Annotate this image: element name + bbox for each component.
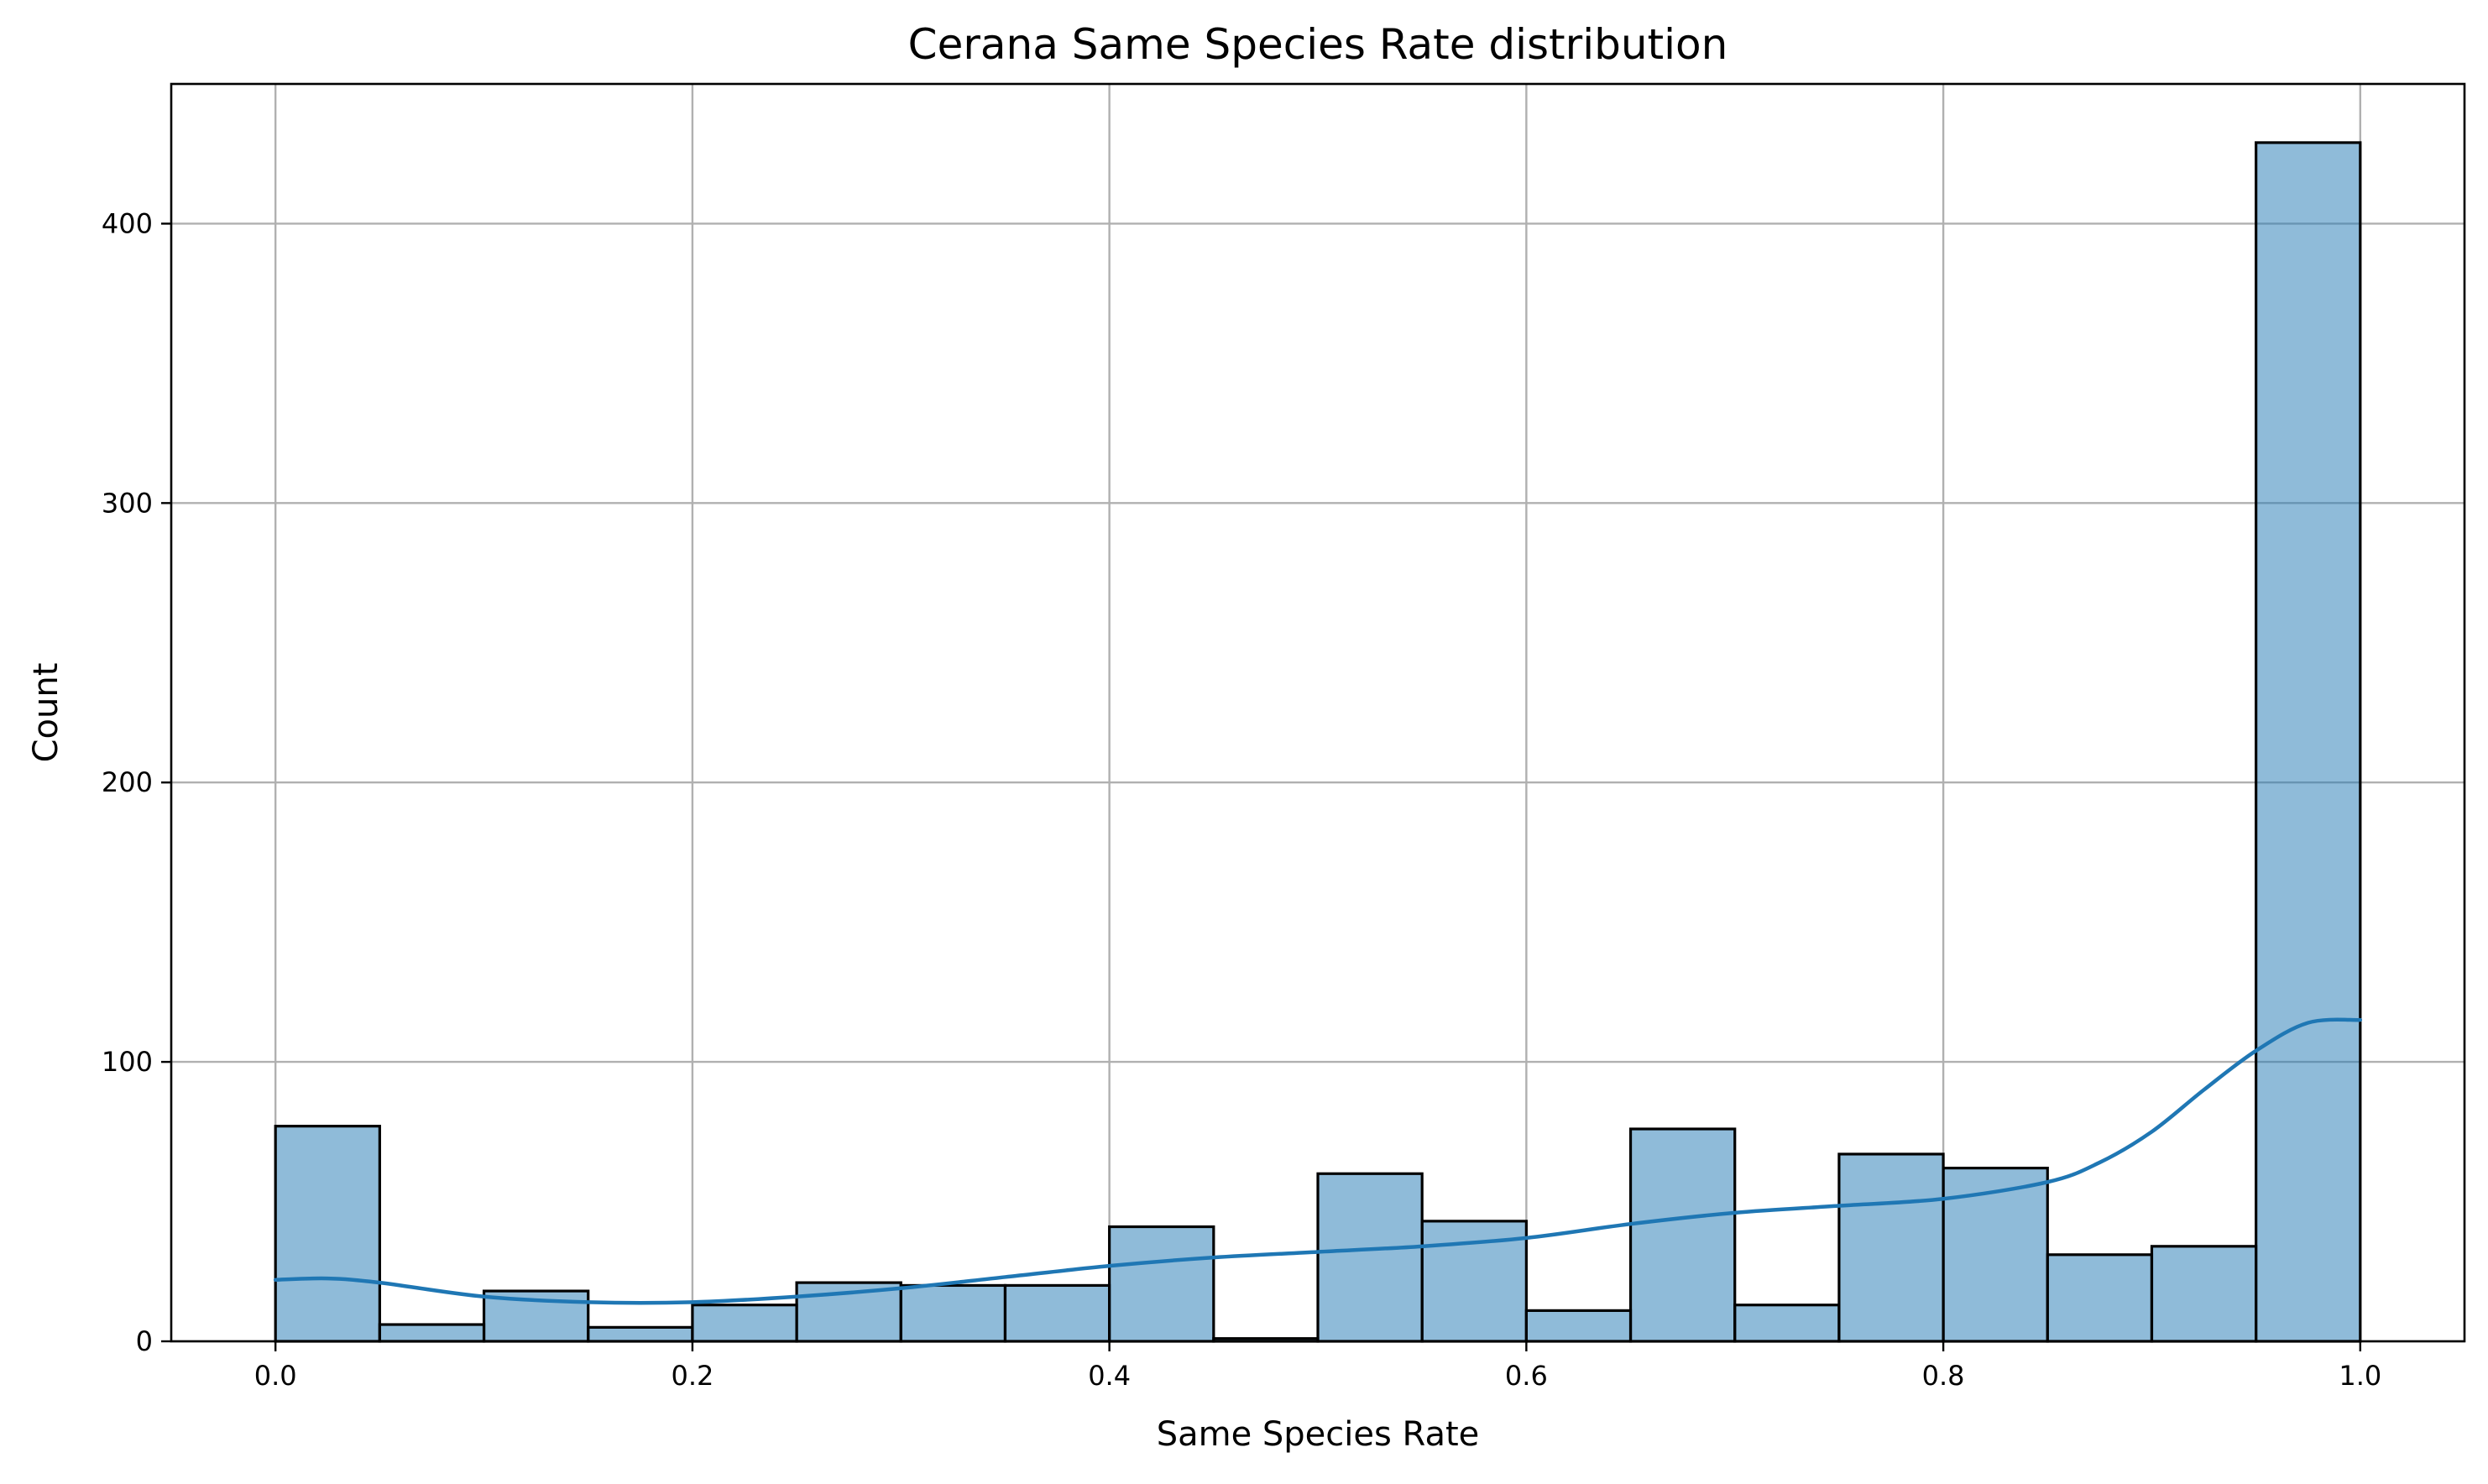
x-tick-label-2: 0.4 xyxy=(1088,1360,1131,1392)
histogram-bar-1 xyxy=(378,1323,486,1343)
histogram-bar-8 xyxy=(1108,1225,1215,1343)
histogram-bar-13 xyxy=(1628,1127,1737,1343)
histogram-bar-14 xyxy=(1733,1304,1841,1343)
x-tick-label-5: 1.0 xyxy=(2339,1360,2381,1392)
histogram-bar-6 xyxy=(899,1283,1007,1343)
histogram-bar-19 xyxy=(2255,141,2362,1343)
x-tick-label-3: 0.6 xyxy=(1505,1360,1548,1392)
y-tick-label-1: 100 xyxy=(102,1046,153,1078)
kde-curve xyxy=(273,1017,2363,1305)
histogram-bar-16 xyxy=(1942,1167,2049,1343)
histogram-bar-10 xyxy=(1316,1172,1424,1343)
tick-layer: 0.0 0.2 0.4 0.6 0.8 1.0 0 100 200 300 400 xyxy=(102,207,2381,1392)
histogram-bar-3 xyxy=(587,1325,694,1343)
histogram-bar-12 xyxy=(1524,1309,1633,1343)
histogram-bar-15 xyxy=(1837,1152,1945,1343)
histogram-bar-0 xyxy=(274,1125,381,1343)
x-tick-label-1: 0.2 xyxy=(671,1360,713,1392)
bar-layer xyxy=(274,141,2362,1343)
y-tick-label-4: 400 xyxy=(102,207,153,239)
y-tick-label-2: 200 xyxy=(102,766,153,798)
x-tick-label-0: 0.0 xyxy=(254,1360,297,1392)
y-tick-label-0: 0 xyxy=(136,1325,153,1357)
histogram-bar-7 xyxy=(1003,1283,1111,1343)
y-axis-label: Count xyxy=(27,663,65,763)
histogram-bar-4 xyxy=(691,1304,798,1343)
histogram-bar-17 xyxy=(2046,1253,2154,1343)
chart-title: Cerana Same Species Rate distribution xyxy=(908,20,1728,69)
histogram-bar-18 xyxy=(2150,1245,2258,1343)
plot-frame xyxy=(170,82,2466,1343)
y-tick-label-3: 300 xyxy=(102,487,153,519)
x-axis-label: Same Species Rate xyxy=(1157,1415,1480,1454)
x-tick-label-4: 0.8 xyxy=(1922,1360,1965,1392)
kde-layer xyxy=(273,1017,2363,1305)
